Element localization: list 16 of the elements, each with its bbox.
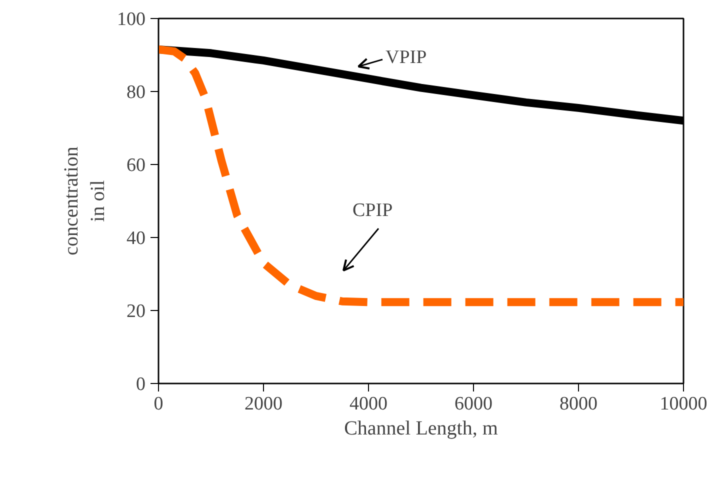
annotation: CPIP [352,200,393,221]
y-tick-label: 40 [126,228,146,249]
y-tick-label: 100 [117,9,146,30]
x-tick-label: 10000 [660,394,708,414]
annotation: VPIP [386,47,427,68]
x-tick-label: 8000 [560,394,598,414]
x-axis-title: Channel Length, m [344,418,498,440]
y-tick-label: 60 [126,155,146,176]
y-tick-label: 80 [126,82,146,103]
x-tick-label: 0 [154,394,164,414]
x-tick-label: 4000 [350,394,388,414]
y-tick-label: 20 [126,301,146,322]
x-tick-label: 2000 [244,394,282,414]
x-tick-label: 6000 [454,394,492,414]
y-axis-title: concentration in oil [60,146,109,256]
y-tick-label: 0 [136,374,146,395]
